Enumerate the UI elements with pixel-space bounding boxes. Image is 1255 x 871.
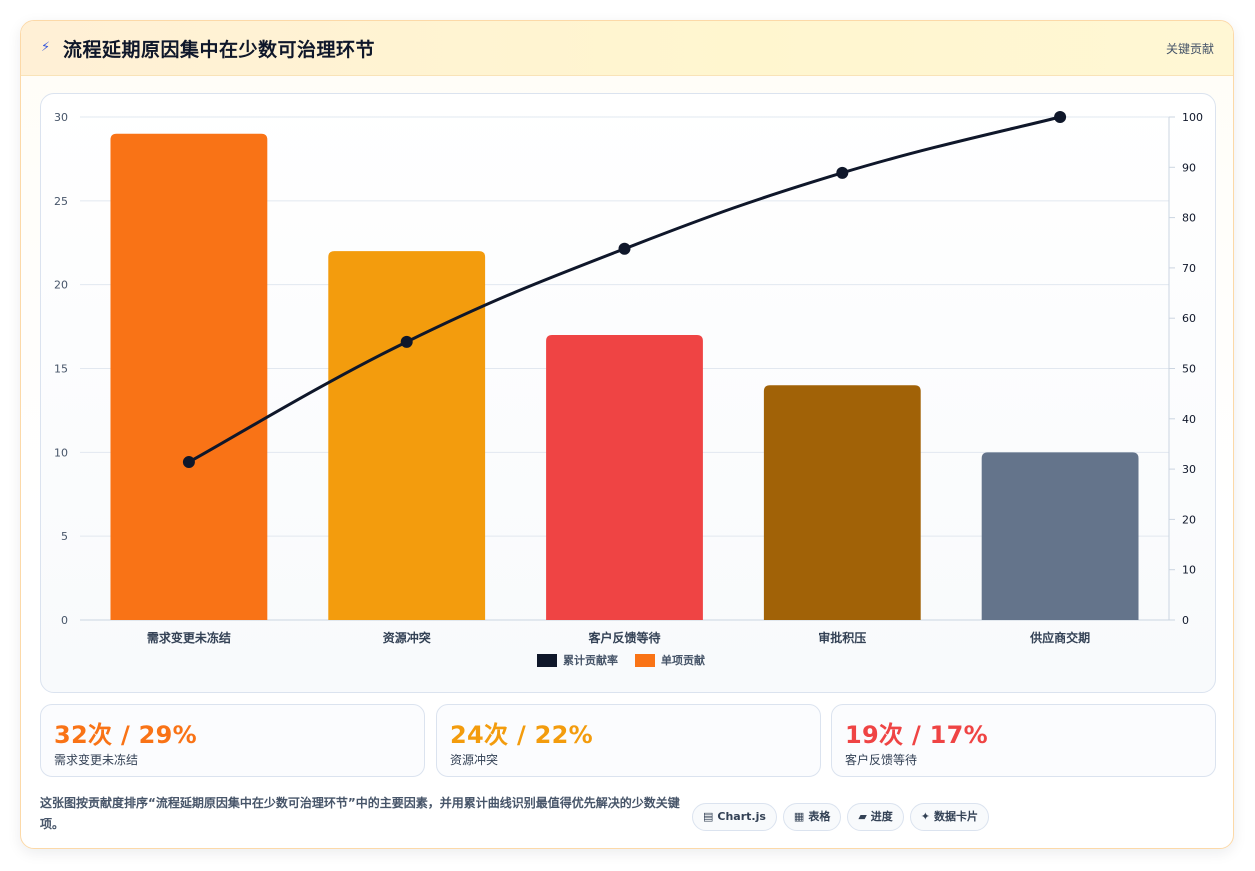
bar [763,385,921,620]
stat-label: 客户反馈等待 [845,753,918,767]
table-icon: ▦ [793,810,805,823]
cumulative-point [836,166,849,179]
y-right-tick-label: 90 [1182,161,1196,174]
bar [110,133,268,620]
y-right-tick-label: 60 [1182,312,1196,325]
chip-chartjs[interactable]: ▤ Chart.js [692,803,777,831]
x-tick-label: 需求变更未冻结 [147,630,231,645]
chip-label: 进度 [870,810,893,823]
legend-swatch [635,654,655,667]
chip-data-card[interactable]: ✦ 数据卡片 [909,803,990,831]
chip-label: Chart.js [717,810,766,823]
tag-chips: ▤ Chart.js ▦ 表格 ▰ 进度 ✦ 数据卡片 [692,803,995,831]
page-title: 流程延期原因集中在少数可治理环节 [63,39,376,61]
y-left-tick-label: 0 [61,614,68,627]
y-right-tick-label: 80 [1182,212,1196,225]
chip-table[interactable]: ▦ 表格 [782,803,842,831]
bar [981,452,1139,620]
stat-card: 19次 / 17% 客户反馈等待 [831,704,1216,777]
y-right-tick-label: 40 [1182,413,1196,426]
legend-swatch [537,654,557,667]
x-tick-label: 供应商交期 [1029,630,1090,645]
y-right-tick-label: 70 [1182,262,1196,275]
cumulative-point [182,456,195,469]
stat-label: 需求变更未冻结 [54,753,139,767]
bar [328,251,486,620]
card-header: ⚡ 流程延期原因集中在少数可治理环节 关键贡献 [21,21,1233,76]
x-tick-label: 资源冲突 [383,630,431,645]
y-right-tick-label: 0 [1182,614,1189,627]
y-right-tick-label: 100 [1182,111,1203,124]
pareto-chart: 0 5 10 15 20 25 30 0 10 20 30 40 50 60 70 80 90 100 需求变更未冻… [54,111,1203,667]
bolt-icon: ⚡ [41,40,51,55]
legend-label: 累计贡献率 [563,653,618,667]
x-tick-label: 客户反馈等待 [587,630,660,645]
chip-progress[interactable]: ▰ 进度 [847,803,904,831]
y-right-tick-label: 20 [1182,513,1196,526]
cumulative-point [1054,111,1067,123]
stat-value: 24次 / 22% [450,721,594,749]
y-right-tick-label: 30 [1182,463,1196,476]
y-right-tick-label: 10 [1182,564,1196,577]
sparkle-icon: ✦ [920,810,931,823]
chip-label: 数据卡片 [934,810,979,823]
chip-label: 表格 [808,810,831,823]
y-left-tick-label: 5 [61,530,68,543]
y-right-tick-label: 50 [1182,363,1196,376]
chart-panel: 0 5 10 15 20 25 30 0 10 20 30 40 50 60 70 80 90 100 需求变更未冻… [40,93,1216,693]
chart-description: 这张图按贡献度排序“流程延期原因集中在少数可治理环节”中的主要因素，并用累计曲线… [40,796,680,831]
y-left-tick-label: 20 [54,279,68,292]
y-left-tick-label: 25 [54,195,68,208]
stat-card: 24次 / 22% 资源冲突 [436,704,821,777]
stat-value: 32次 / 29% [54,721,198,749]
header-tag: 关键贡献 [1165,42,1214,56]
chart-card: ⚡ 流程延期原因集中在少数可治理环节 关键贡献 0 5 10 15 20 25 30 0 10 2… [20,20,1234,849]
cumulative-point [400,335,413,348]
x-tick-label: 审批积压 [818,630,866,645]
y-left-tick-label: 10 [54,446,68,459]
y-left-tick-label: 30 [54,111,68,124]
chart-icon: ▤ [703,810,714,823]
progress-icon: ▰ [858,810,867,823]
stat-card: 32次 / 29% 需求变更未冻结 [40,704,425,777]
legend-label: 单项贡献 [661,653,705,667]
cumulative-point [618,242,631,255]
stat-label: 资源冲突 [450,753,499,767]
bar [546,334,703,620]
stat-value: 19次 / 17% [845,721,989,749]
y-left-tick-label: 15 [54,363,68,376]
